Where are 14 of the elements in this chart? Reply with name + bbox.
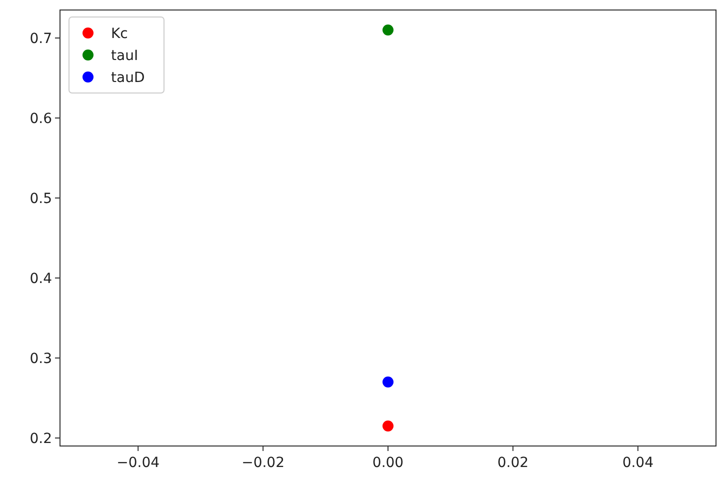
y-tick-label: 0.2: [30, 431, 52, 447]
x-tick-label: 0.00: [372, 455, 404, 471]
legend-label: Kc: [111, 26, 128, 42]
y-tick-label: 0.7: [30, 31, 52, 47]
x-tick-label: 0.04: [622, 455, 654, 471]
y-tick-label: 0.6: [30, 111, 52, 127]
x-tick-label: 0.02: [497, 455, 529, 471]
legend-label: tauD: [111, 70, 145, 86]
x-tick-label: −0.02: [242, 455, 284, 471]
x-tick-label: −0.04: [116, 455, 160, 471]
legend-label: tauI: [111, 48, 138, 64]
y-tick-label: 0.5: [30, 191, 52, 207]
y-tick-label: 0.3: [30, 351, 52, 367]
y-tick-label: 0.4: [30, 271, 52, 287]
